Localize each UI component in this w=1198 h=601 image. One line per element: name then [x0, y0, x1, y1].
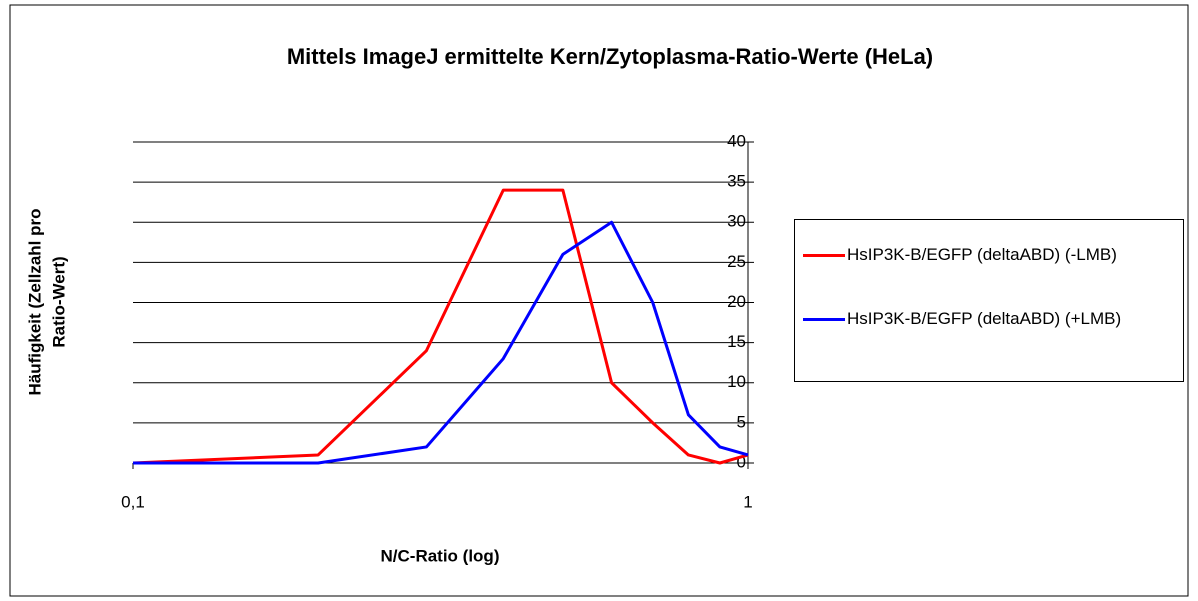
y-tick-label: 25 — [727, 252, 746, 271]
y-axis-label: Ratio-Wert) — [49, 256, 68, 347]
y-tick-label: 10 — [727, 372, 746, 391]
y-axis-label-group: Häufigkeit (Zellzahl pro Ratio-Wert) — [25, 208, 68, 395]
legend: HsIP3K-B/EGFP (deltaABD) (-LMB) HsIP3K-B/… — [794, 219, 1184, 382]
y-tick-label: 15 — [727, 332, 746, 351]
legend-swatch — [803, 318, 845, 321]
y-tick-label: 35 — [727, 172, 746, 191]
legend-swatch — [803, 254, 845, 257]
y-tick-label: 20 — [727, 292, 746, 311]
y-tick-label: 40 — [727, 131, 746, 150]
legend-label: HsIP3K-B/EGFP (deltaABD) (-LMB) — [847, 245, 1117, 264]
series-line — [133, 220, 749, 465]
y-tick-label: 30 — [727, 212, 746, 231]
x-axis-label: N/C-Ratio (log) — [381, 546, 500, 565]
x-tick-label: 1 — [743, 492, 752, 511]
y-axis-label: Häufigkeit (Zellzahl pro — [25, 208, 44, 395]
y-tick-label: 0 — [737, 452, 746, 471]
chart-title: Mittels ImageJ ermittelte Kern/Zytoplasm… — [287, 44, 933, 69]
series-line — [132, 188, 749, 465]
y-tick-label: 5 — [737, 412, 746, 431]
x-tick-label: 0,1 — [121, 492, 145, 511]
legend-label: HsIP3K-B/EGFP (deltaABD) (+LMB) — [847, 309, 1122, 328]
